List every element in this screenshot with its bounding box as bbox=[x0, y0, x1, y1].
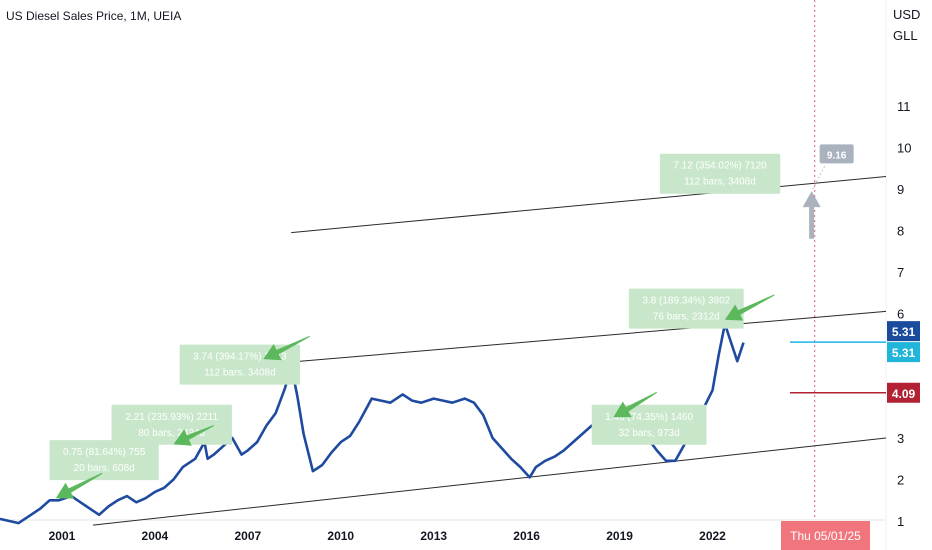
x-tick-label: 2010 bbox=[327, 529, 354, 543]
measure-box-line1: 1.46 (74.35%) 1460 bbox=[605, 412, 693, 423]
last-value-badge: 4.09 bbox=[887, 382, 920, 403]
measure-box-line1: 7.12 (354.02%) 7120 bbox=[673, 161, 767, 172]
measure-box-line1: 3.8 (189.34%) 3802 bbox=[642, 296, 730, 307]
measure-box-bg bbox=[628, 288, 744, 329]
y-tick-label: 2 bbox=[897, 473, 904, 488]
y-tick-label: 10 bbox=[897, 141, 911, 156]
y-tick-label: 3 bbox=[897, 431, 904, 446]
measure-box-bg bbox=[111, 404, 232, 445]
target-badge: 9.16 bbox=[819, 144, 854, 164]
y-axis-unit-usd: USD bbox=[893, 7, 920, 22]
date-badge-bg bbox=[781, 521, 870, 550]
last-value-badge-label: 5.31 bbox=[892, 325, 916, 339]
measure-box-line2: 20 bars, 608d bbox=[74, 463, 135, 474]
measure-box: 7.12 (354.02%) 7120 112 bars, 3408d bbox=[659, 153, 781, 194]
last-value-badge-bg bbox=[887, 321, 920, 342]
trend-channel-line bbox=[291, 176, 887, 234]
green-arrow-icon bbox=[263, 335, 310, 361]
x-tick-label: 2016 bbox=[513, 529, 540, 543]
measure-box-bg bbox=[49, 440, 159, 481]
measure-box-line2: 76 bars, 2312d bbox=[653, 312, 720, 323]
x-tick-label: 2004 bbox=[142, 529, 169, 543]
date-badge-label: Thu 05/01/25 bbox=[790, 529, 861, 543]
chart-title: US Diesel Sales Price, 1M, UEIA bbox=[6, 9, 181, 23]
last-value-badge: 5.31 bbox=[887, 321, 920, 342]
green-arrow-icon bbox=[613, 391, 657, 418]
measure-box: 0.75 (81.64%) 755 20 bars, 608d bbox=[49, 440, 159, 481]
last-value-badge: 5.31 bbox=[887, 342, 920, 363]
target-badge-label: 9.16 bbox=[827, 150, 847, 161]
measure-box-bg bbox=[659, 153, 781, 194]
measure-box-line2: 80 bars, 2434d bbox=[138, 428, 205, 439]
last-value-badge-bg bbox=[887, 342, 920, 363]
x-tick-label: 2019 bbox=[606, 529, 633, 543]
measure-box: 1.46 (74.35%) 1460 32 bars, 973d bbox=[591, 404, 707, 445]
measure-box-line2: 32 bars, 973d bbox=[619, 428, 680, 439]
x-tick-label: 2007 bbox=[234, 529, 261, 543]
target-leader-line bbox=[812, 164, 827, 190]
measure-box: 2.21 (235.93%) 2211 80 bars, 2434d bbox=[111, 404, 232, 445]
measure-box-line2: 112 bars, 3408d bbox=[204, 368, 276, 379]
date-badge: Thu 05/01/25 bbox=[781, 521, 870, 550]
x-tick-label: 2013 bbox=[420, 529, 447, 543]
last-value-badge-label: 4.09 bbox=[892, 387, 916, 401]
y-tick-label: 9 bbox=[897, 182, 904, 197]
y-tick-label: 11 bbox=[897, 99, 911, 114]
green-arrow-icon bbox=[173, 425, 214, 446]
x-tick-label: 2022 bbox=[699, 529, 726, 543]
y-axis-unit-gll: GLL bbox=[893, 28, 918, 43]
y-tick-label: 1 bbox=[897, 514, 904, 529]
y-tick-label: 6 bbox=[897, 307, 904, 322]
trend-channel-line bbox=[92, 437, 887, 526]
measure-box: 3.8 (189.34%) 3802 76 bars, 2312d bbox=[628, 288, 744, 329]
y-tick-label: 8 bbox=[897, 224, 904, 239]
x-tick-label: 2001 bbox=[49, 529, 76, 543]
measure-box-line1: 2.21 (235.93%) 2211 bbox=[125, 412, 218, 423]
last-value-badge-bg bbox=[887, 382, 920, 403]
measure-box-line1: 0.75 (81.64%) 755 bbox=[63, 447, 146, 458]
trend-channel-line bbox=[291, 310, 887, 363]
target-badge-bg bbox=[819, 144, 854, 164]
green-arrow-icon bbox=[724, 294, 775, 321]
y-tick-label: 7 bbox=[897, 265, 904, 280]
measure-box-line2: 112 bars, 3408d bbox=[684, 177, 756, 188]
green-arrow-icon bbox=[55, 472, 103, 499]
last-value-badge-label: 5.31 bbox=[892, 346, 916, 360]
measure-box-line1: 3.74 (394.17%) 3743 bbox=[193, 352, 287, 363]
target-arrow-icon bbox=[802, 191, 821, 239]
